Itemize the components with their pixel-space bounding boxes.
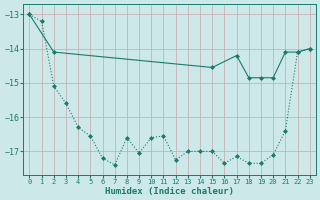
X-axis label: Humidex (Indice chaleur): Humidex (Indice chaleur): [105, 187, 234, 196]
